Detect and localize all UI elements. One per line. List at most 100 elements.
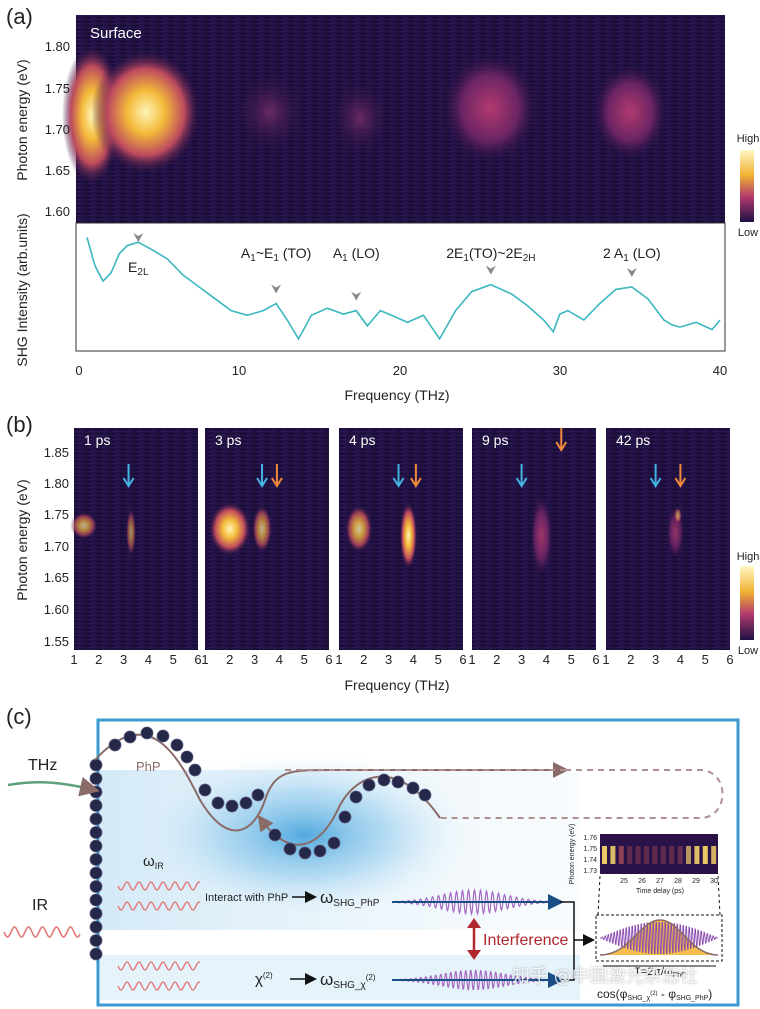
thz-label: THz <box>28 757 57 774</box>
inset-stripe <box>652 846 658 864</box>
cos-formula: cos(φSHG_χ(2) - φSHG_PhP) <box>597 987 712 1002</box>
orange-arrow <box>555 428 568 452</box>
panel-a-x-label: Frequency (THz) <box>344 387 449 403</box>
atom-dot <box>89 934 103 947</box>
inset-stripe <box>618 846 624 864</box>
x-tick: 6 <box>194 652 201 667</box>
inset-stripe <box>627 846 633 864</box>
x-tick: 2 <box>493 652 500 667</box>
y-tick: 1.60 <box>44 602 69 617</box>
panel-a-spectrum: E2L A1~E1 (TO) A1 (LO) 2E1(TO)~2E2H 2 A1 (LO… <box>75 222 726 352</box>
panel-b-y-ticks: 1.85 1.80 1.75 1.70 1.65 1.60 1.55 <box>44 445 69 649</box>
x-tick: 6 <box>459 652 466 667</box>
inset-xtick: 26 <box>638 878 646 885</box>
atom-dot <box>89 812 103 826</box>
heatmap-2: 4 ps <box>339 428 463 650</box>
blue-arrow <box>649 464 662 488</box>
inset-zoom-lines <box>597 875 721 916</box>
interference-arrow-up <box>467 918 481 928</box>
php-dot <box>140 726 154 740</box>
x-tick: 4 <box>276 652 283 667</box>
x-tick: 4 <box>410 652 417 667</box>
inset-stripe <box>677 846 683 864</box>
delay-label: 3 ps <box>215 432 241 448</box>
x-tick: 2 <box>360 652 367 667</box>
heatmap-3: 9 ps <box>472 428 596 650</box>
y-tick: 1.75 <box>45 81 70 96</box>
ir-wave-1 <box>117 881 201 891</box>
panel-b-label: (b) <box>6 412 33 437</box>
panel-a-y-ticks: 1.80 1.75 1.70 1.65 1.60 <box>45 39 70 219</box>
php-label: PhP <box>136 759 161 774</box>
x-tick: 6 <box>726 652 733 667</box>
peak-label: A1 (LO) <box>333 245 380 264</box>
interference-label: Interference <box>483 932 568 949</box>
x-tick: 3 <box>385 652 392 667</box>
panel-c-schematic: PhP THz IR ωIR Interact with PhP ωSHG_Ph… <box>3 718 740 1007</box>
x-tick: 20 <box>393 363 407 378</box>
x-tick: 4 <box>677 652 684 667</box>
atom-dot <box>89 839 103 853</box>
blue-arrow <box>515 464 528 488</box>
panel-a-label: (a) <box>6 4 33 29</box>
peak-label: E2L <box>128 259 149 278</box>
inset-stripe <box>635 846 641 864</box>
x-tick: 1 <box>201 652 208 667</box>
colorbar-high: High <box>737 133 760 145</box>
y-tick: 1.80 <box>45 39 70 54</box>
peak-arrow <box>485 265 496 275</box>
inset-xtick: 25 <box>620 878 628 885</box>
panel-a-heatmap: Surface <box>62 15 725 223</box>
atom-dot <box>89 853 103 866</box>
heatmap-4: 42 ps <box>606 428 730 650</box>
php-dot <box>239 796 253 810</box>
php-dot <box>283 842 297 856</box>
ir-wave-2 <box>117 901 201 911</box>
blue-arrow <box>122 464 135 488</box>
x-tick: 6 <box>325 652 332 667</box>
delay-label: 9 ps <box>482 432 508 448</box>
php-dot <box>225 799 239 813</box>
y-tick: 1.70 <box>44 539 69 554</box>
x-tick: 5 <box>702 652 709 667</box>
php-dot <box>313 844 327 858</box>
php-dot <box>338 810 352 824</box>
omega-ir: ωIR <box>143 853 164 871</box>
x-tick: 3 <box>120 652 127 667</box>
interact-text: Interact with PhP <box>205 892 288 904</box>
colorbar-high: High <box>737 551 760 563</box>
atom-dot <box>89 785 103 799</box>
ir-wave-in <box>3 926 81 938</box>
peak-arrow <box>351 291 362 301</box>
php-dot <box>268 828 282 842</box>
omega-chi: ωSHG_χ(2) <box>320 970 376 991</box>
inset-ytick: 1.76 <box>583 835 597 842</box>
panel-c-label: (c) <box>6 704 32 729</box>
x-tick: 5 <box>568 652 575 667</box>
php-dot <box>108 738 122 752</box>
php-wave-2 <box>257 775 441 846</box>
surface-atoms <box>89 758 103 961</box>
php-arrow-top <box>264 762 569 801</box>
inset-xtick: 27 <box>656 878 664 885</box>
atom-dot <box>89 799 103 812</box>
interference-arrow-down <box>467 950 481 960</box>
atom-dot <box>89 772 103 785</box>
x-tick: 6 <box>592 652 599 667</box>
x-tick: 2 <box>627 652 634 667</box>
colorbar-low: Low <box>738 227 758 239</box>
x-tick: 5 <box>170 652 177 667</box>
x-tick: 5 <box>435 652 442 667</box>
panel-a-colorbar: High Low <box>737 133 760 239</box>
inset-heatmap: Photon energy (eV) 1.76 1.75 1.74 1.73 2… <box>569 824 718 895</box>
x-tick: 4 <box>543 652 550 667</box>
y-tick: 1.75 <box>44 507 69 522</box>
x-tick: 30 <box>553 363 567 378</box>
x-tick: 0 <box>75 363 82 378</box>
php-dots <box>108 726 432 860</box>
inset-ylabel: Photon energy (eV) <box>569 824 576 885</box>
php-dot <box>156 729 170 743</box>
panel-b-colorbar: High Low <box>737 551 760 657</box>
inset-xtick: 30 <box>710 878 718 885</box>
